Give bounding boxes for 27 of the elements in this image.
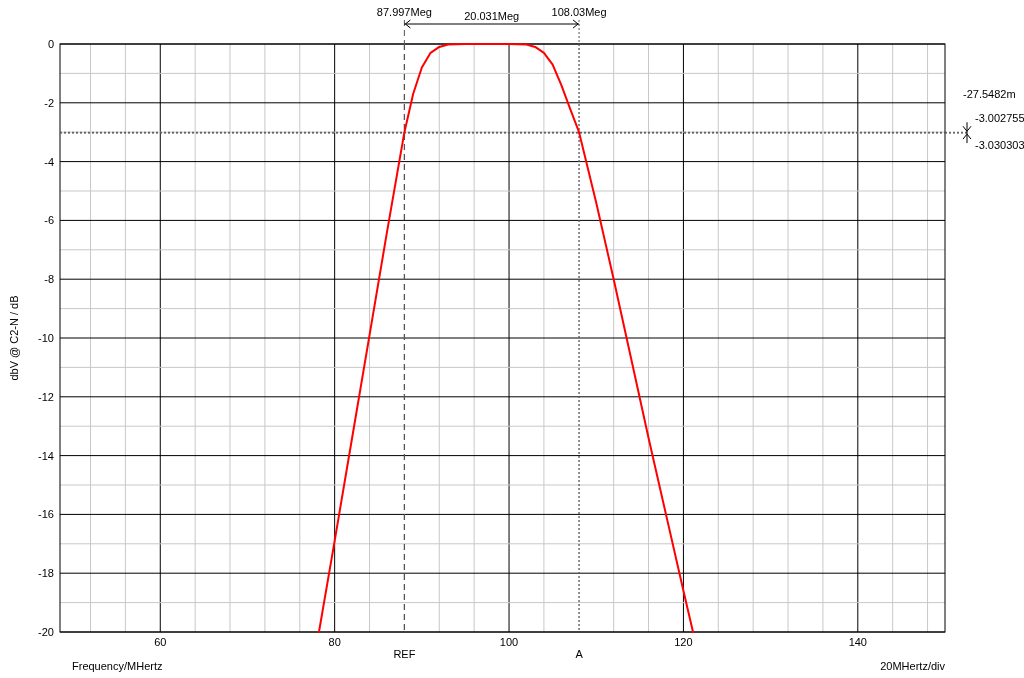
text: 87.997Meg (376, 6, 432, 18)
text: 20MHertz/div (880, 660, 946, 672)
y-tick-label: -6 (44, 214, 54, 227)
x-tick-label: 120 (674, 636, 693, 648)
text: 20.031Meg (464, 10, 520, 22)
x-axis-title: Frequency/MHertz (72, 660, 163, 672)
x-tick-label: 60 (154, 636, 167, 648)
y-tick-label: -16 (38, 508, 54, 521)
y-tick-label: -2 (44, 96, 54, 109)
ref-line-label: -3.030303 (975, 139, 1024, 152)
y-tick-label: -12 (38, 390, 54, 403)
x-tick-label: 80 (328, 636, 341, 648)
y-tick-label: -8 (44, 273, 54, 286)
text: 108.03Meg (551, 6, 607, 18)
y-tick-label: -10 (38, 332, 54, 344)
y-tick-label: -18 (38, 567, 54, 580)
y-tick-label: 0 (47, 38, 54, 50)
x-tick-label: 100 (499, 636, 519, 648)
y-tick-label: -4 (44, 155, 54, 168)
text: -27.5482m (963, 88, 1016, 101)
y-axis-title: dbV @ C2-N / dB (8, 295, 20, 381)
y-tick-label: -20 (38, 626, 54, 638)
x-tick-label: 140 (848, 636, 867, 648)
ref-line-label: -3.002755 (975, 112, 1024, 125)
ref-line-label: A (575, 648, 584, 660)
ref-line-label: REF (393, 648, 416, 660)
y-tick-label: -14 (38, 449, 54, 462)
